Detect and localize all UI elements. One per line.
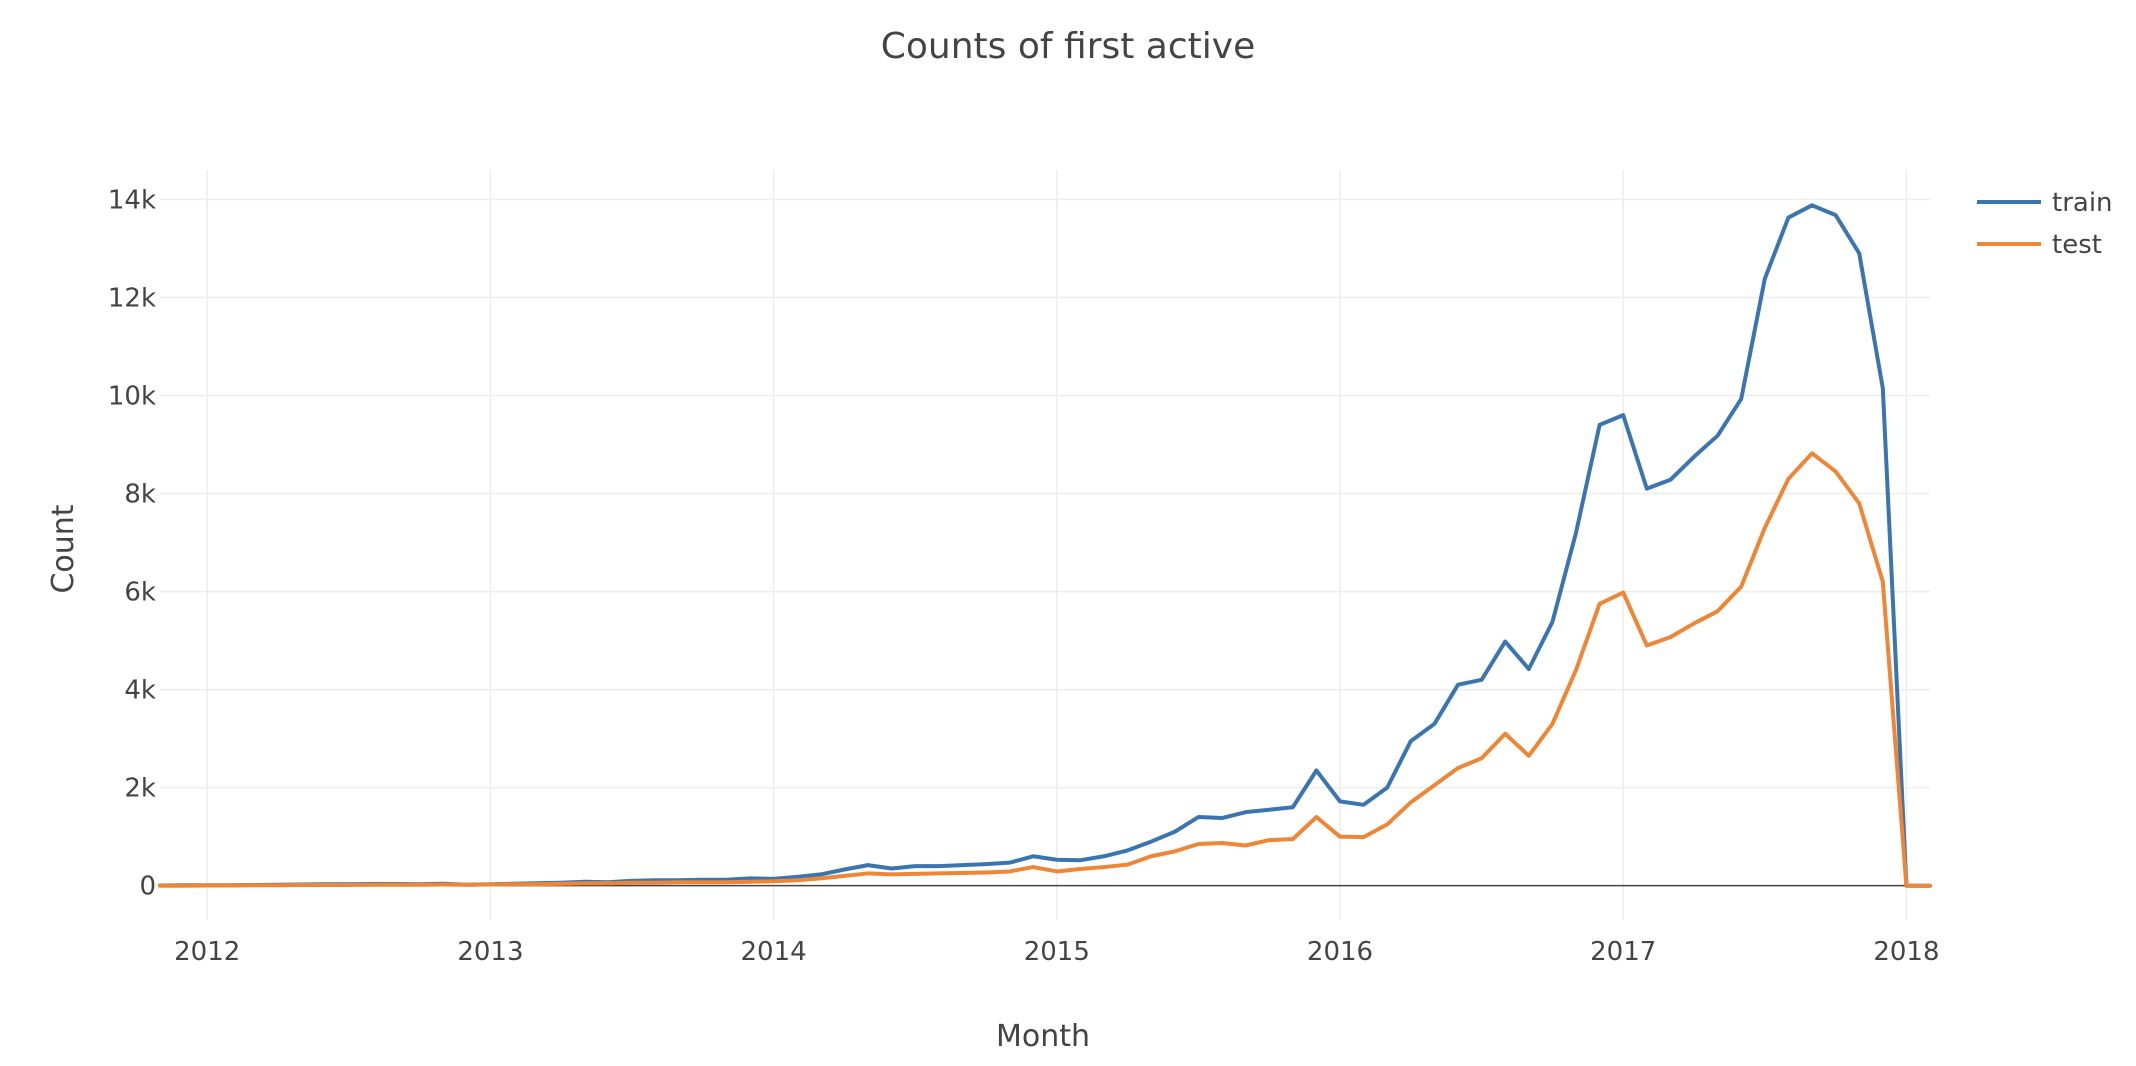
y-tick-label: 14k xyxy=(108,185,156,215)
y-tick-label: 2k xyxy=(124,774,156,804)
y-tick-label: 12k xyxy=(108,283,156,313)
series-line-train xyxy=(158,203,1932,888)
legend-item-train[interactable]: train xyxy=(1977,188,2113,218)
x-tick-label: 2018 xyxy=(1873,937,1939,967)
y-tick-label: 6k xyxy=(124,578,156,608)
x-axis-title: Month xyxy=(996,1019,1090,1054)
x-axis-ticks: 2012 2013 2014 2015 2016 2017 2018 xyxy=(174,937,1939,967)
chart-title: Counts of first active xyxy=(881,26,1255,67)
x-tick-label: 2013 xyxy=(457,937,523,967)
x-tick-label: 2015 xyxy=(1024,937,1090,967)
y-tick-label: 8k xyxy=(124,480,156,510)
y-axis-title: Count xyxy=(46,504,81,593)
x-tick-label: 2017 xyxy=(1590,937,1656,967)
x-tick-label: 2016 xyxy=(1307,937,1373,967)
y-axis-ticks: 0 2k 4k 6k 8k 10k 12k 14k xyxy=(108,185,156,901)
legend-label: test xyxy=(2052,230,2102,260)
grid xyxy=(160,170,1930,920)
y-tick-label: 10k xyxy=(108,381,156,411)
series-group xyxy=(158,203,1932,888)
y-tick-label: 0 xyxy=(139,872,156,902)
x-tick-label: 2012 xyxy=(174,937,240,967)
legend-item-test[interactable]: test xyxy=(1977,230,2102,260)
series-line-test xyxy=(158,451,1932,888)
legend[interactable]: train test xyxy=(1977,188,2113,260)
y-tick-label: 4k xyxy=(124,676,156,706)
legend-label: train xyxy=(2052,188,2113,218)
x-tick-label: 2014 xyxy=(741,937,807,967)
